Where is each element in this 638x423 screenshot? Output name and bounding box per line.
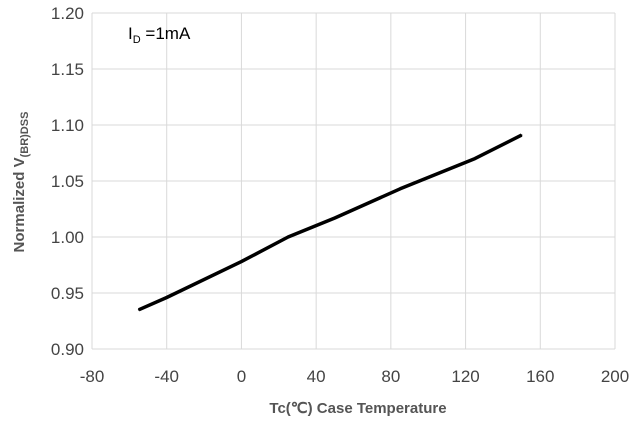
x-tick-label: 0 xyxy=(237,367,246,386)
x-tick-label: 200 xyxy=(601,367,629,386)
annotation-current: ID =1mA xyxy=(128,24,191,46)
y-axis-label: Normalized V(BR)DSS xyxy=(11,112,31,253)
y-tick-label: 1.05 xyxy=(51,172,84,191)
y-tick-label: 1.15 xyxy=(51,60,84,79)
annotation-main: I xyxy=(128,24,133,43)
y-axis-label-sub: (BR)DSS xyxy=(19,112,31,158)
annotation-sub: D xyxy=(133,34,141,46)
data-point xyxy=(287,236,289,238)
y-tick-label: 1.10 xyxy=(51,116,84,135)
data-point xyxy=(399,188,401,190)
tick-labels: -80 -40 0 40 80 120 160 200 0.90 0.95 1.00 1.05 1.10… xyxy=(51,4,629,386)
y-tick-label: 0.90 xyxy=(51,340,84,359)
y-tick-label: 0.95 xyxy=(51,284,84,303)
data-point xyxy=(474,157,476,160)
data-point xyxy=(520,134,523,136)
y-tick-label: 1.20 xyxy=(51,4,84,23)
data-point xyxy=(137,309,140,311)
x-tick-label: 160 xyxy=(526,367,554,386)
x-tick-label: 80 xyxy=(381,367,400,386)
series-layer xyxy=(137,133,523,312)
x-tick-label: 120 xyxy=(451,367,479,386)
x-tick-label: -40 xyxy=(154,367,179,386)
x-tick-label: 40 xyxy=(307,367,326,386)
gridlines xyxy=(91,12,616,350)
y-tick-label: 1.00 xyxy=(51,228,84,247)
series-line-0 xyxy=(137,133,523,312)
data-point xyxy=(334,217,336,219)
data-point xyxy=(240,260,243,263)
data-point xyxy=(165,296,168,299)
x-tick-label: -80 xyxy=(80,367,105,386)
x-axis-label: Tc(℃) Case Temperature xyxy=(269,400,446,417)
y-axis-label-main: Normalized V xyxy=(11,157,28,252)
annotation-rest: =1mA xyxy=(141,24,191,43)
